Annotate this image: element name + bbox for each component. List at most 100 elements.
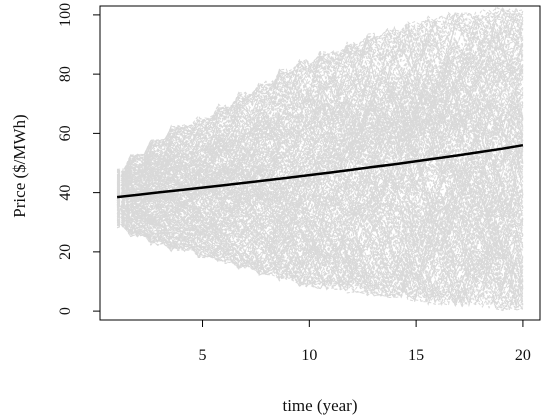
simulated-path: [116, 128, 524, 260]
simulated-path: [116, 125, 524, 246]
simulated-path: [116, 74, 524, 215]
y-tick-label: 80: [57, 66, 74, 82]
simulated-path: [116, 37, 524, 218]
simulated-path: [116, 193, 524, 304]
simulated-path: [116, 69, 524, 312]
x-tick-label: 15: [408, 347, 424, 364]
simulated-path: [116, 137, 524, 269]
simulated-path: [116, 72, 524, 226]
simulated-path: [116, 169, 524, 300]
simulated-path: [116, 21, 524, 204]
x-axis-title: time (year): [282, 396, 357, 415]
simulated-path: [116, 57, 524, 191]
simulated-path: [117, 171, 524, 305]
axes: 5 10 15 20 0 20 40 60 80 100: [57, 3, 541, 364]
simulated-path: [116, 75, 524, 209]
simulated-path: [116, 20, 524, 178]
simulated-path: [116, 109, 524, 251]
simulated-path: [116, 88, 524, 196]
simulated-path: [116, 169, 524, 279]
simulated-path: [116, 36, 524, 182]
simulated-path: [116, 80, 524, 211]
simulated-path: [116, 71, 524, 239]
simulated-path: [116, 85, 524, 306]
simulated-path: [116, 188, 524, 302]
simulated-path: [116, 42, 524, 202]
simulated-path: [116, 178, 524, 254]
simulated-path: [116, 68, 524, 311]
simulated-path: [117, 147, 524, 274]
simulated-path: [116, 12, 524, 203]
simulated-path: [116, 72, 524, 208]
simulated-path: [117, 144, 524, 289]
simulated-path: [117, 61, 523, 178]
simulated-path: [116, 68, 524, 187]
simulated-path: [117, 27, 524, 177]
simulated-path: [116, 77, 524, 215]
simulated-path: [117, 37, 524, 215]
mean-price-line-layer: [116, 143, 524, 199]
y-tick-label: 100: [57, 3, 74, 27]
y-tick-label: 20: [57, 244, 74, 260]
simulated-path: [116, 113, 524, 225]
simulated-path: [116, 118, 524, 243]
simulated-path: [117, 155, 524, 293]
simulated-path: [116, 27, 524, 189]
simulated-path: [116, 192, 524, 298]
simulated-path: [117, 18, 524, 191]
simulated-path: [117, 191, 524, 297]
simulated-path: [116, 193, 524, 276]
simulated-path: [116, 65, 524, 199]
simulated-path: [116, 12, 524, 176]
simulated-path: [117, 101, 524, 311]
simulated-path: [117, 62, 524, 206]
simulated-path: [116, 26, 524, 189]
x-tick-label: 5: [199, 347, 207, 364]
plot-frame: [99, 5, 541, 321]
simulated-path: [117, 81, 524, 221]
x-tick-label: 20: [515, 347, 531, 364]
simulated-path: [116, 217, 524, 297]
simulated-path: [116, 198, 524, 309]
simulated-path: [116, 201, 524, 310]
simulated-path: [116, 127, 524, 289]
mean-price-line: [116, 143, 524, 199]
simulated-path: [116, 202, 524, 301]
simulated-path: [116, 190, 524, 307]
simulated-path: [116, 67, 524, 242]
simulated-path: [116, 145, 524, 289]
simulated-path: [116, 201, 524, 311]
simulated-path: [116, 87, 524, 236]
simulated-path: [117, 63, 524, 187]
simulated-path: [116, 71, 524, 240]
simulated-path: [116, 117, 523, 251]
simulated-path: [116, 146, 524, 290]
simulated-path: [116, 74, 524, 213]
simulated-path: [116, 64, 524, 216]
simulated-path: [116, 184, 524, 307]
simulated-path: [116, 60, 524, 190]
simulated-price-paths: [116, 6, 524, 312]
simulated-path: [116, 67, 524, 199]
simulated-path: [117, 8, 524, 235]
simulated-path: [116, 59, 524, 223]
y-tick-label: 40: [57, 185, 74, 201]
simulated-path: [116, 10, 524, 208]
simulated-path: [117, 35, 524, 177]
simulated-path: [116, 131, 524, 286]
simulated-path: [117, 54, 524, 187]
simulated-path: [117, 96, 524, 197]
y-axis-title: Price ($/MWh): [10, 114, 29, 217]
y-tick-label: 0: [57, 307, 74, 315]
simulated-path: [116, 158, 524, 287]
simulated-path: [116, 15, 524, 183]
simulated-path: [117, 178, 524, 290]
x-tick-label: 10: [301, 347, 317, 364]
simulated-path: [116, 11, 524, 202]
simulated-path: [117, 147, 524, 269]
simulated-path: [117, 129, 524, 292]
simulated-path: [116, 87, 524, 254]
y-tick-label: 60: [57, 125, 74, 141]
simulated-path: [116, 114, 524, 251]
